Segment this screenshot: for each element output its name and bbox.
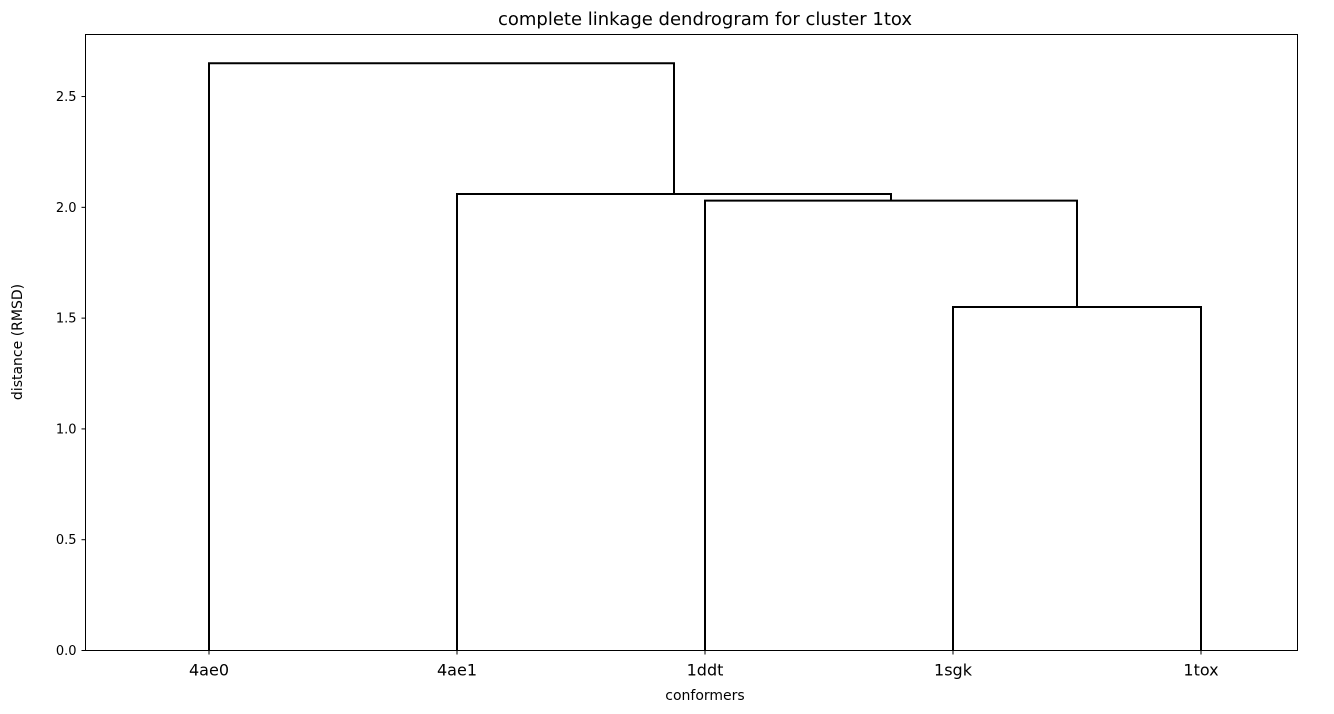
y-axis-label: distance (RMSD) (10, 284, 26, 400)
plot-frame (85, 34, 1298, 651)
y-tick-label: 2.0 (56, 201, 77, 216)
plot-area: 0.0 0.5 1.0 1.5 2.0 2.5 4ae0 4ae1 1ddt 1sgk 1tox (56, 34, 1298, 680)
y-tick-label: 1.5 (56, 312, 77, 327)
leaf-label-4ae1: 4ae1 (437, 661, 477, 680)
leaf-label-4ae0: 4ae0 (189, 661, 229, 680)
y-tick-label: 0.0 (56, 644, 77, 659)
leaf-label-1sgk: 1sgk (934, 661, 973, 680)
y-tick-label: 0.5 (56, 533, 77, 548)
dendrogram-link-1 (952, 306, 1202, 651)
y-tick-label: 2.5 (56, 90, 77, 105)
x-axis-label: conformers (665, 688, 744, 704)
y-axis-ticks: 0.0 0.5 1.0 1.5 2.0 2.5 (56, 90, 86, 659)
x-axis-ticks: 4ae0 4ae1 1ddt 1sgk 1tox (189, 650, 1219, 680)
dendrogram-link-3 (456, 193, 892, 651)
dendrogram-link-4 (208, 62, 675, 651)
leaf-label-1tox: 1tox (1183, 661, 1218, 680)
dendrogram-link-2 (704, 199, 1078, 651)
dendrogram-links (208, 62, 1202, 651)
chart-title: complete linkage dendrogram for cluster … (498, 9, 912, 30)
leaf-label-1ddt: 1ddt (687, 661, 724, 680)
y-tick-label: 1.0 (56, 422, 77, 437)
